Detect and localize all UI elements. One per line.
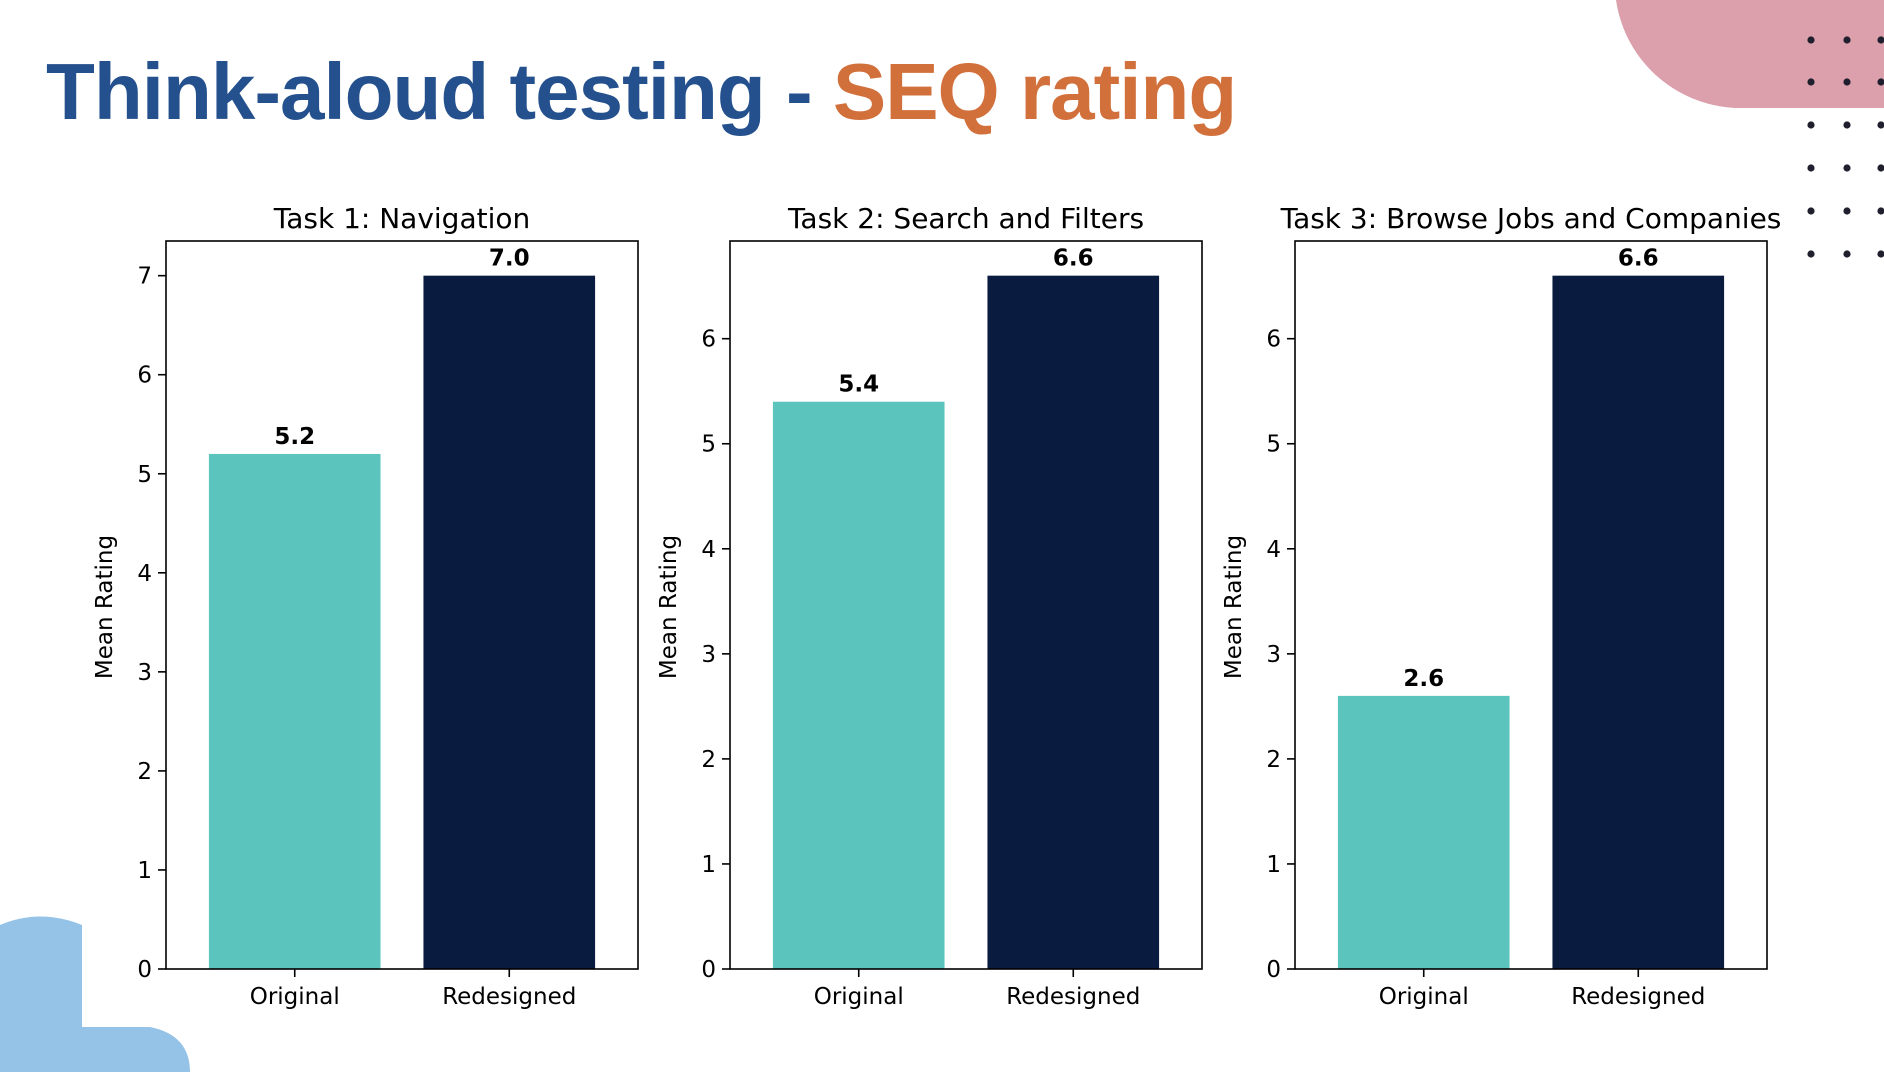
y-tick-label: 1 (701, 852, 716, 878)
y-tick-label: 2 (1266, 747, 1281, 773)
slide-title-accent: SEQ rating (832, 47, 1237, 136)
decor-dot (1877, 78, 1884, 86)
x-tick-label: Redesigned (442, 984, 576, 1010)
plot-frame (165, 240, 639, 970)
bar-value-label: 5.4 (838, 372, 879, 398)
y-axis-label: Mean Rating (656, 535, 682, 679)
y-tick-label: 1 (137, 858, 152, 884)
decor-dot (1807, 164, 1815, 172)
y-tick-label: 0 (137, 957, 152, 983)
chart-panel-2: Task 2: Search and Filters 5.4 Original 6.6… (656, 202, 1203, 1010)
slide-title: Think-aloud testing - SEQ rating (46, 42, 1237, 142)
bar-value-label: 6.6 (1618, 246, 1659, 272)
y-tick-label: 4 (1266, 537, 1281, 563)
bar-value-label: 7.0 (489, 246, 530, 272)
y-tick-label: 2 (701, 747, 716, 773)
dot-grid-decoration (1807, 36, 1884, 258)
x-tick-label: Original (814, 984, 904, 1010)
decor-dot (1877, 250, 1884, 258)
slide-title-main: Think-aloud testing - (46, 47, 833, 136)
chart-title: Task 2: Search and Filters (787, 202, 1144, 235)
y-tick-label: 5 (701, 432, 716, 458)
chart-title: Task 1: Navigation (273, 202, 531, 235)
decor-dot (1877, 121, 1884, 129)
y-tick-label: 5 (137, 462, 152, 488)
bar-value-label: 6.6 (1053, 246, 1094, 272)
bar-redesigned (987, 275, 1160, 970)
decor-dot (1877, 164, 1884, 172)
decor-dot (1843, 164, 1851, 172)
bar-redesigned (423, 275, 596, 970)
bar-value-label: 5.2 (274, 424, 315, 450)
chart-panel-3: Task 3: Browse Jobs and Companies 2.6 Orig… (1221, 202, 1781, 1010)
y-tick-label: 4 (701, 537, 716, 563)
y-tick-label: 6 (1266, 327, 1281, 353)
y-axis-label: Mean Rating (92, 535, 118, 679)
x-tick-label: Original (1379, 984, 1469, 1010)
y-tick-label: 6 (701, 327, 716, 353)
plot-frame (729, 240, 1203, 970)
y-tick-label: 0 (701, 957, 716, 983)
x-tick-label: Redesigned (1571, 984, 1705, 1010)
chart-title: Task 3: Browse Jobs and Companies (1280, 202, 1782, 235)
x-tick-label: Original (250, 984, 340, 1010)
y-tick-label: 7 (137, 264, 152, 290)
y-tick-label: 0 (1266, 957, 1281, 983)
decor-dot (1807, 207, 1815, 215)
decor-dot (1807, 36, 1815, 44)
y-tick-label: 3 (701, 642, 716, 668)
decor-dot (1843, 36, 1851, 44)
decor-dot (1807, 78, 1815, 86)
plot-frame (1294, 240, 1768, 970)
bar-original (772, 401, 945, 969)
y-tick-label: 3 (1266, 642, 1281, 668)
pink-corner-shape (1616, 0, 1884, 109)
blue-corner-shape (0, 916, 190, 1072)
decor-dot (1807, 250, 1815, 258)
y-tick-label: 1 (1266, 852, 1281, 878)
bar-value-label: 2.6 (1403, 666, 1444, 692)
decor-dot (1807, 121, 1815, 129)
y-tick-label: 2 (137, 759, 152, 785)
bar-redesigned (1552, 275, 1725, 970)
y-axis-label: Mean Rating (1221, 535, 1247, 679)
y-tick-label: 5 (1266, 432, 1281, 458)
decor-dot (1843, 78, 1851, 86)
chart-panel-1: Task 1: Navigation 5.2 Original 7.0 Redesign… (92, 202, 639, 1010)
decor-dot (1877, 36, 1884, 44)
decor-dot (1843, 250, 1851, 258)
bar-original (208, 453, 381, 969)
decor-dot (1843, 121, 1851, 129)
y-tick-label: 3 (137, 660, 152, 686)
decor-dot (1877, 207, 1884, 215)
x-tick-label: Redesigned (1006, 984, 1140, 1010)
y-tick-label: 4 (137, 561, 152, 587)
y-tick-label: 6 (137, 363, 152, 389)
decor-dot (1843, 207, 1851, 215)
bar-original (1337, 695, 1510, 969)
